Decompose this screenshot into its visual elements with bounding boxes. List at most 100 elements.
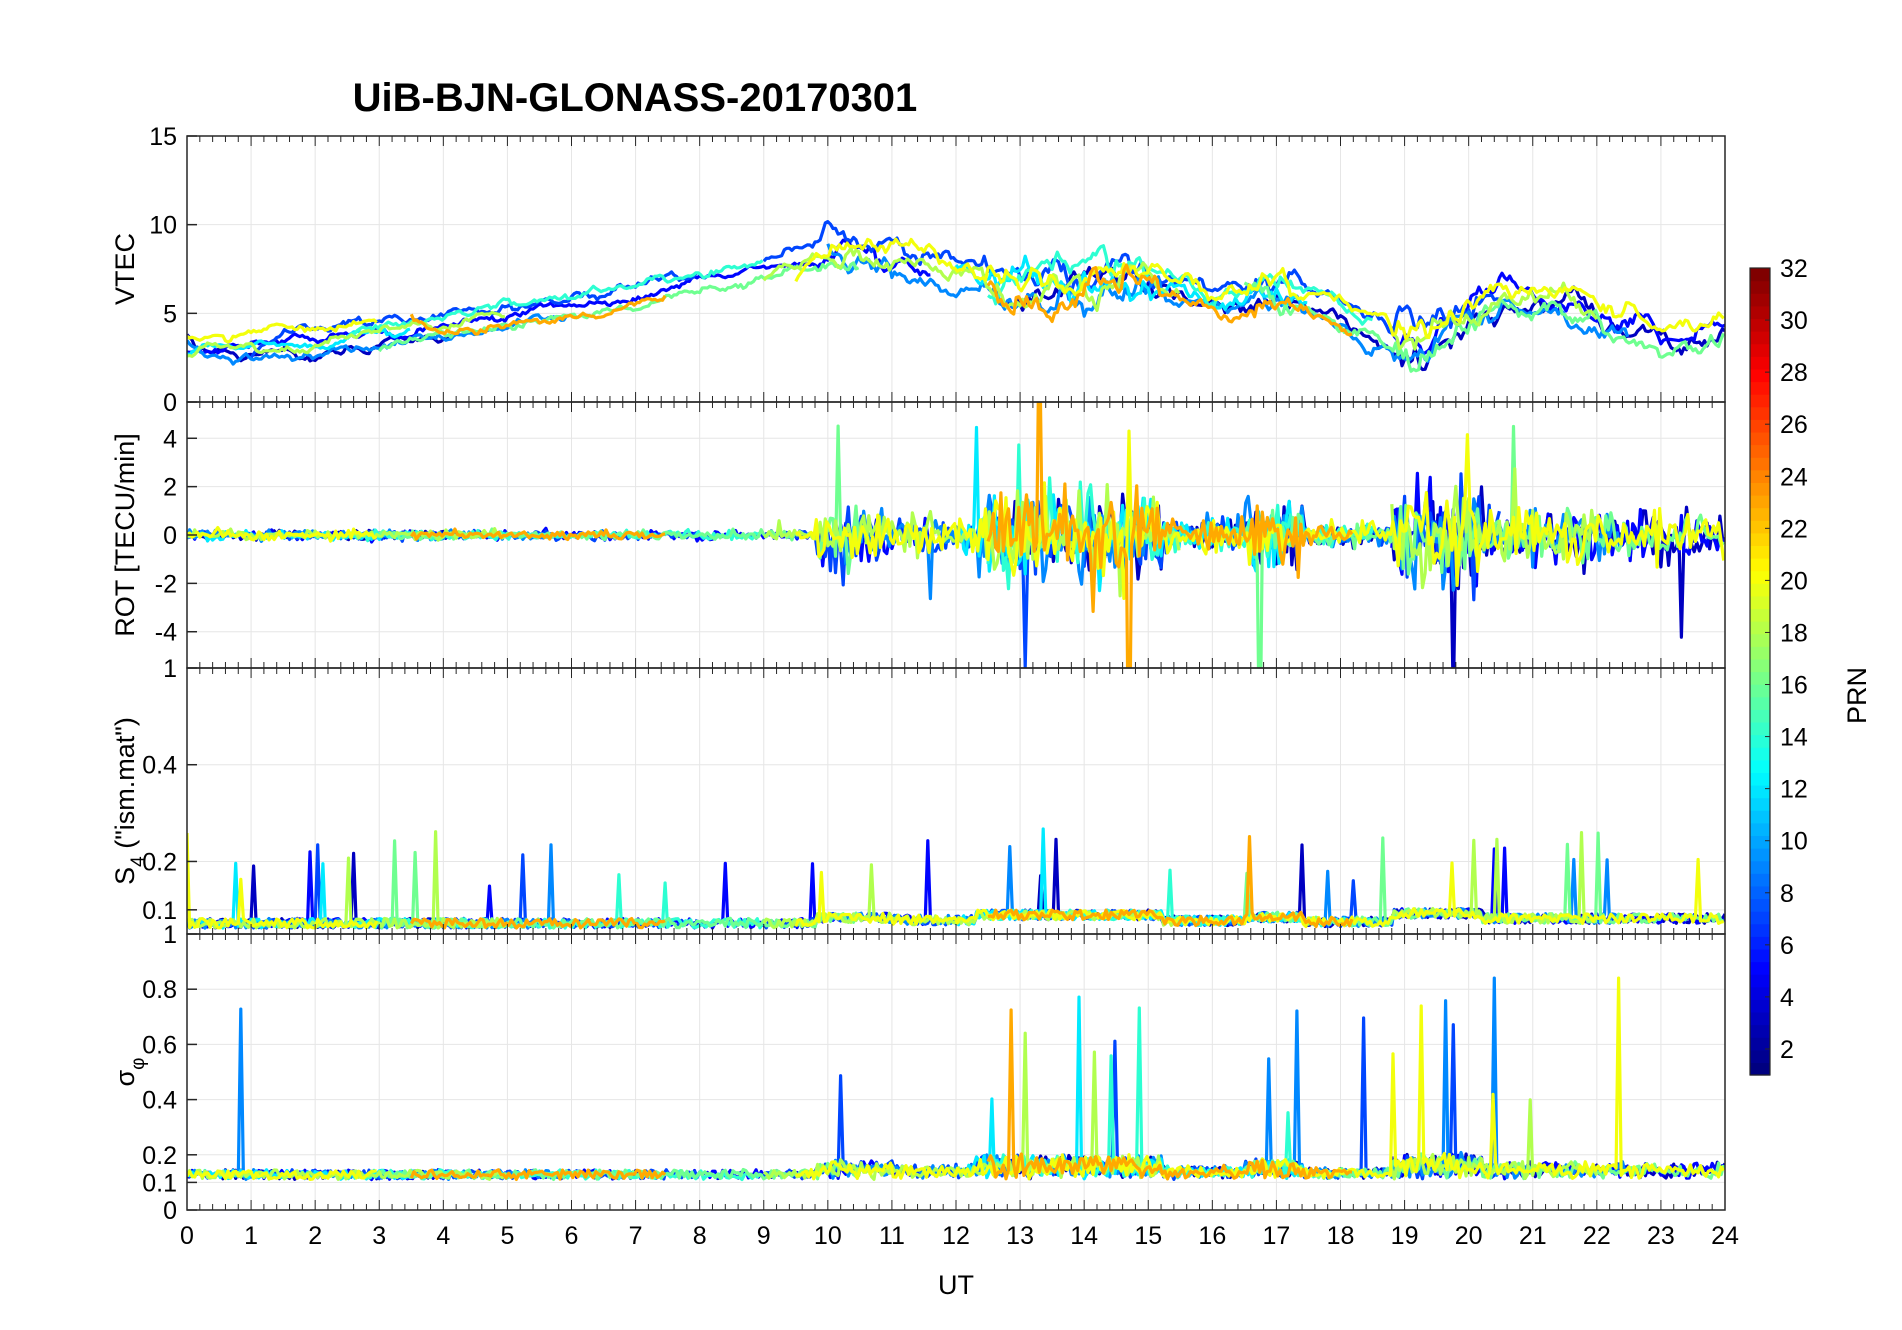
colorbar-segment <box>1750 974 1770 988</box>
colorbar-segment <box>1750 280 1770 294</box>
colorbar-segment <box>1750 658 1770 673</box>
colorbar-tick-label: 10 <box>1780 828 1808 856</box>
series-line-prn-9 <box>187 1007 571 1181</box>
colorbar-segment <box>1750 784 1770 799</box>
colorbar-segment <box>1750 595 1770 610</box>
colorbar-segment <box>1750 734 1770 748</box>
colorbar-segment <box>1750 911 1770 925</box>
axes-layer <box>186 135 1726 1211</box>
colorbar-segment <box>1750 293 1770 307</box>
colorbar-segment <box>1750 747 1770 761</box>
x-tick-label: 22 <box>1583 1222 1611 1250</box>
x-tick-label: 15 <box>1134 1222 1162 1250</box>
colorbar-segment <box>1750 961 1770 975</box>
colorbar-segment <box>1750 570 1770 584</box>
colorbar-tick-label: 16 <box>1780 672 1808 700</box>
series-line-prn-20 <box>795 976 1725 1181</box>
colorbar-tick-label: 32 <box>1780 255 1808 283</box>
series-line-prn-16 <box>377 261 860 353</box>
series-line-prn-16 <box>1243 281 1725 373</box>
y-axis-label: ROT [TECU/min] <box>110 433 140 637</box>
colorbar-segment <box>1750 532 1770 547</box>
series-line-prn-23 <box>987 835 1354 929</box>
colorbar-segment <box>1750 305 1770 320</box>
colorbar-segment <box>1750 885 1770 900</box>
colorbar-segment <box>1750 608 1770 622</box>
colorbar-segment <box>1750 356 1770 370</box>
y-tick-label: 0.1 <box>142 1169 177 1197</box>
y-tick-label: 0.1 <box>142 897 177 925</box>
y-tick-label: 0.2 <box>142 848 177 876</box>
series-line-prn-9 <box>187 313 570 366</box>
colorbar-tick-label: 18 <box>1780 619 1808 647</box>
colorbar-segment <box>1750 621 1770 635</box>
colorbar-segment <box>1750 331 1770 345</box>
x-tick-label: 6 <box>565 1222 579 1250</box>
colorbar-segment <box>1750 444 1770 458</box>
colorbar-tick-label: 14 <box>1780 724 1808 752</box>
series-line-prn-20 <box>187 526 378 543</box>
y-tick-label: 1 <box>163 655 177 683</box>
colorbar-segment <box>1750 520 1770 534</box>
colorbar-segment <box>1750 810 1770 824</box>
series-layer <box>187 220 1725 1182</box>
colorbar-segment <box>1750 797 1770 811</box>
colorbar-segment <box>1750 343 1770 357</box>
series-line-prn-18 <box>187 310 506 358</box>
x-tick-label: 7 <box>629 1222 643 1250</box>
colorbar-segment <box>1750 696 1770 710</box>
series-line-prn-20 <box>794 237 1725 341</box>
x-tick-label: 17 <box>1263 1222 1291 1250</box>
y-tick-label: 0.4 <box>142 1087 177 1115</box>
colorbar-tick-label: 22 <box>1780 515 1808 543</box>
colorbar-segment <box>1750 419 1770 433</box>
colorbar-segment <box>1750 406 1770 420</box>
colorbar-segment <box>1750 671 1770 685</box>
colorbar-segment <box>1750 848 1770 862</box>
colorbar-segment <box>1750 936 1770 950</box>
x-tick-label: 3 <box>372 1222 386 1250</box>
colorbar-segment <box>1750 999 1770 1013</box>
colorbar-segment <box>1750 431 1770 446</box>
colorbar-tick-label: 20 <box>1780 567 1808 595</box>
colorbar-segment <box>1750 923 1770 937</box>
y-axis-label: σφ <box>110 1058 149 1087</box>
series-line-prn-14 <box>987 1006 1374 1180</box>
colorbar-segment <box>1750 558 1770 572</box>
colorbar-segment <box>1750 394 1770 408</box>
chart-title: UiB-BJN-GLONASS-20170301 <box>352 76 918 120</box>
y-tick-label: 5 <box>163 300 177 328</box>
x-tick-label: 19 <box>1391 1222 1419 1250</box>
series-line-prn-14 <box>346 259 764 340</box>
y-tick-label: 4 <box>163 425 177 453</box>
series-line-prn-20 <box>795 429 1725 600</box>
x-tick-label: 13 <box>1006 1222 1034 1250</box>
x-tick-label: 16 <box>1198 1222 1226 1250</box>
colorbar-segment <box>1750 633 1770 647</box>
colorbar-segment <box>1750 318 1770 332</box>
y-tick-label: 0.4 <box>142 752 177 780</box>
y-tick-label: 2 <box>163 474 177 502</box>
y-tick-label: 0 <box>163 389 177 417</box>
x-tick-label: 20 <box>1455 1222 1483 1250</box>
x-tick-label: 4 <box>436 1222 450 1250</box>
series-line-prn-20 <box>187 1169 378 1181</box>
y-tick-label: 1 <box>163 921 177 949</box>
series-line-prn-23 <box>986 1008 1353 1181</box>
series-line-prn-7 <box>249 843 699 930</box>
series-line-prn-18 <box>1390 1098 1599 1181</box>
colorbar-tick-label: 12 <box>1780 776 1808 804</box>
x-tick-label: 11 <box>879 1222 905 1250</box>
colorbar-segment <box>1750 545 1770 559</box>
colorbar-label: PRN <box>1842 667 1872 724</box>
y-axis-label: VTEC <box>110 233 140 305</box>
y-tick-label: 0.8 <box>142 976 177 1004</box>
colorbar-segment <box>1750 507 1770 521</box>
colorbar-segment <box>1750 898 1770 912</box>
y-axis-label: S4 ("ism.mat") <box>110 717 149 885</box>
colorbar-tick-label: 30 <box>1780 307 1808 335</box>
colorbar-tick-label: 8 <box>1780 880 1794 908</box>
